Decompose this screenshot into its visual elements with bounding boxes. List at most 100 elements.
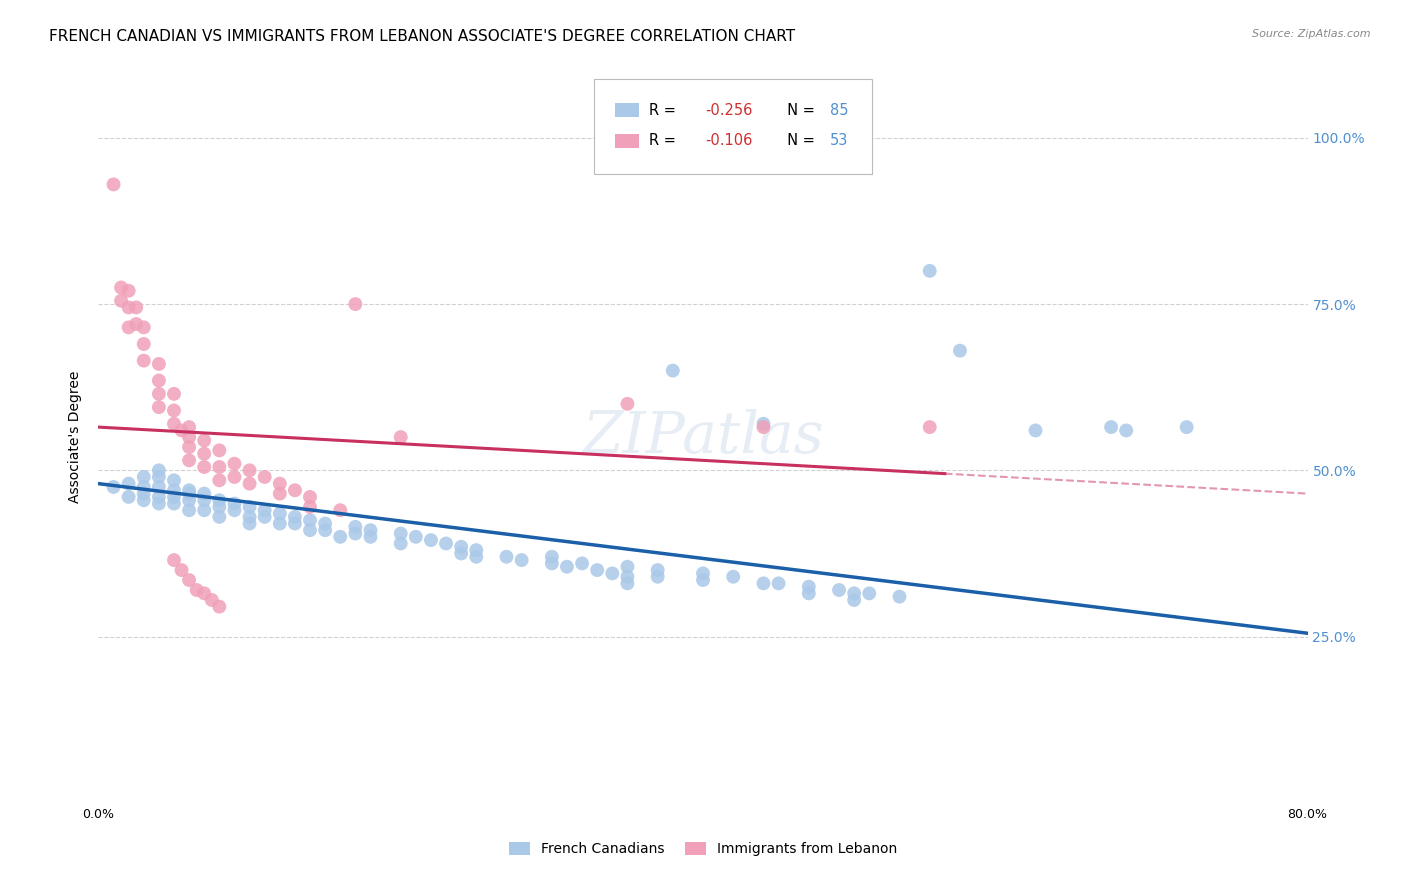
Point [193, 434, 215, 448]
Point [465, 549, 488, 564]
Point [148, 497, 170, 511]
Point [110, 293, 132, 308]
Point [224, 470, 246, 484]
Point [586, 563, 609, 577]
Point [918, 264, 941, 278]
Point [284, 516, 307, 531]
Point [118, 490, 141, 504]
Point [132, 493, 155, 508]
Point [201, 593, 224, 607]
Point [132, 353, 155, 368]
FancyBboxPatch shape [614, 103, 638, 118]
Point [616, 559, 638, 574]
Point [163, 553, 186, 567]
Point [420, 533, 443, 548]
Point [692, 566, 714, 581]
Point [132, 337, 155, 351]
Point [269, 476, 291, 491]
Point [148, 463, 170, 477]
Point [125, 301, 148, 315]
Point [148, 387, 170, 401]
Point [224, 497, 246, 511]
Text: 85: 85 [830, 103, 848, 118]
Point [208, 473, 231, 487]
Point [949, 343, 972, 358]
Point [239, 463, 262, 477]
Point [224, 457, 246, 471]
Point [284, 483, 307, 498]
Point [132, 480, 155, 494]
Point [344, 526, 367, 541]
Text: ZIPatlas: ZIPatlas [582, 409, 824, 466]
Point [602, 566, 624, 581]
Point [132, 470, 155, 484]
Point [1175, 420, 1198, 434]
Point [179, 453, 201, 467]
Point [253, 470, 276, 484]
Point [889, 590, 911, 604]
Point [179, 573, 201, 587]
Point [797, 586, 820, 600]
Point [163, 490, 186, 504]
Point [752, 417, 775, 431]
Point [148, 357, 170, 371]
Point [858, 586, 880, 600]
Point [510, 553, 533, 567]
Text: N =: N = [778, 103, 820, 118]
Point [179, 430, 201, 444]
Point [118, 320, 141, 334]
Point [450, 546, 472, 560]
Point [179, 420, 201, 434]
Point [797, 580, 820, 594]
Point [110, 280, 132, 294]
Text: 53: 53 [830, 133, 848, 148]
Point [314, 516, 336, 531]
Point [692, 573, 714, 587]
Point [723, 570, 745, 584]
Point [661, 363, 683, 377]
Point [170, 424, 193, 438]
Point [616, 397, 638, 411]
Point [360, 530, 382, 544]
Point [299, 523, 322, 537]
Point [389, 526, 412, 541]
Point [768, 576, 790, 591]
FancyBboxPatch shape [595, 78, 872, 174]
Text: N =: N = [778, 133, 820, 148]
Point [170, 563, 193, 577]
Point [844, 593, 866, 607]
Point [118, 301, 141, 315]
Point [208, 460, 231, 475]
Point [540, 549, 562, 564]
Point [148, 374, 170, 388]
Point [269, 486, 291, 500]
Point [616, 576, 638, 591]
Point [148, 470, 170, 484]
Point [360, 523, 382, 537]
Point [344, 520, 367, 534]
Point [299, 490, 322, 504]
Point [148, 490, 170, 504]
Point [1099, 420, 1122, 434]
Point [434, 536, 457, 550]
Point [163, 403, 186, 417]
Point [224, 503, 246, 517]
Point [103, 178, 125, 192]
Point [179, 486, 201, 500]
Point [389, 430, 412, 444]
Point [193, 586, 215, 600]
Point [269, 507, 291, 521]
Point [118, 476, 141, 491]
Point [208, 493, 231, 508]
Point [465, 543, 488, 558]
Point [253, 503, 276, 517]
Point [555, 559, 578, 574]
Text: -0.256: -0.256 [706, 103, 752, 118]
Legend: French Canadians, Immigrants from Lebanon: French Canadians, Immigrants from Lebano… [503, 837, 903, 862]
Point [344, 297, 367, 311]
Point [1024, 424, 1046, 438]
Point [163, 417, 186, 431]
Point [239, 476, 262, 491]
Point [103, 480, 125, 494]
Point [239, 516, 262, 531]
